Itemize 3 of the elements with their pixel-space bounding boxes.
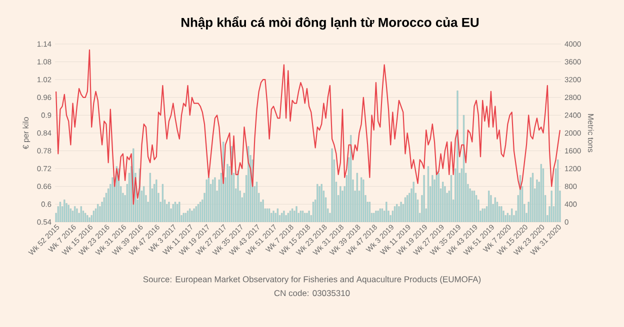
text: CN code: 03035310 [274,290,350,296]
source-note: Source: European Market Observatory for Fisheries and Aquaculture Products (EUMOFA) [143,276,481,284]
chart-title: Nhập khẩu cá mòi đông lạnh từ Morocco của EU [182,16,479,30]
